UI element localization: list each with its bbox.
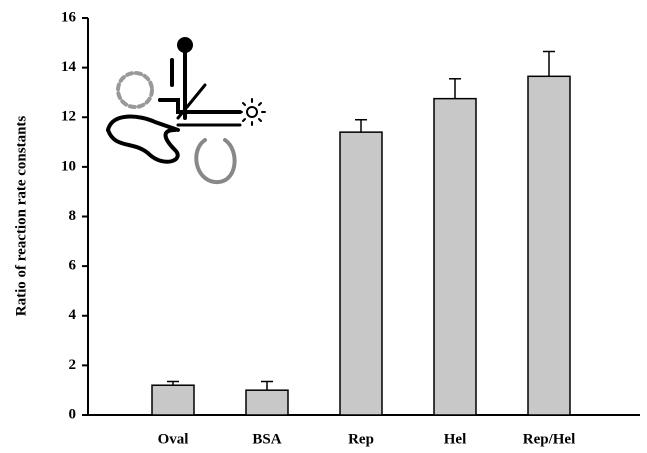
bar <box>246 390 288 415</box>
y-tick-label: 4 <box>69 307 77 323</box>
y-tick-label: 12 <box>61 109 76 125</box>
x-tick-label: BSA <box>252 431 281 447</box>
y-tick-label: 16 <box>61 9 77 25</box>
error-bar <box>449 79 461 99</box>
page: {"chart_data": {"type": "bar", "y_label"… <box>0 0 647 453</box>
y-tick-label: 8 <box>69 208 77 224</box>
bar <box>528 76 570 415</box>
inset-diagram <box>108 37 265 182</box>
x-tick-label: Hel <box>444 431 467 447</box>
y-axis-label: Ratio of reaction rate constants <box>13 116 29 317</box>
chart: Ratio of reaction rate constants 0 2 4 6 8 10… <box>0 0 647 453</box>
error-bar <box>355 120 367 132</box>
error-bar <box>543 51 555 76</box>
error-bar <box>261 382 273 391</box>
x-tick-label: Rep/Hel <box>523 431 576 447</box>
y-tick-label: 14 <box>61 59 77 75</box>
bar <box>434 99 476 415</box>
y-tick-label: 10 <box>61 158 76 174</box>
x-tick-label: Rep <box>348 431 374 447</box>
y-tick-label: 2 <box>69 357 77 373</box>
bar <box>340 132 382 415</box>
y-tick-label: 6 <box>69 258 77 274</box>
bar <box>152 385 194 415</box>
y-tick-label: 0 <box>69 406 77 422</box>
x-tick-label: Oval <box>158 431 189 447</box>
